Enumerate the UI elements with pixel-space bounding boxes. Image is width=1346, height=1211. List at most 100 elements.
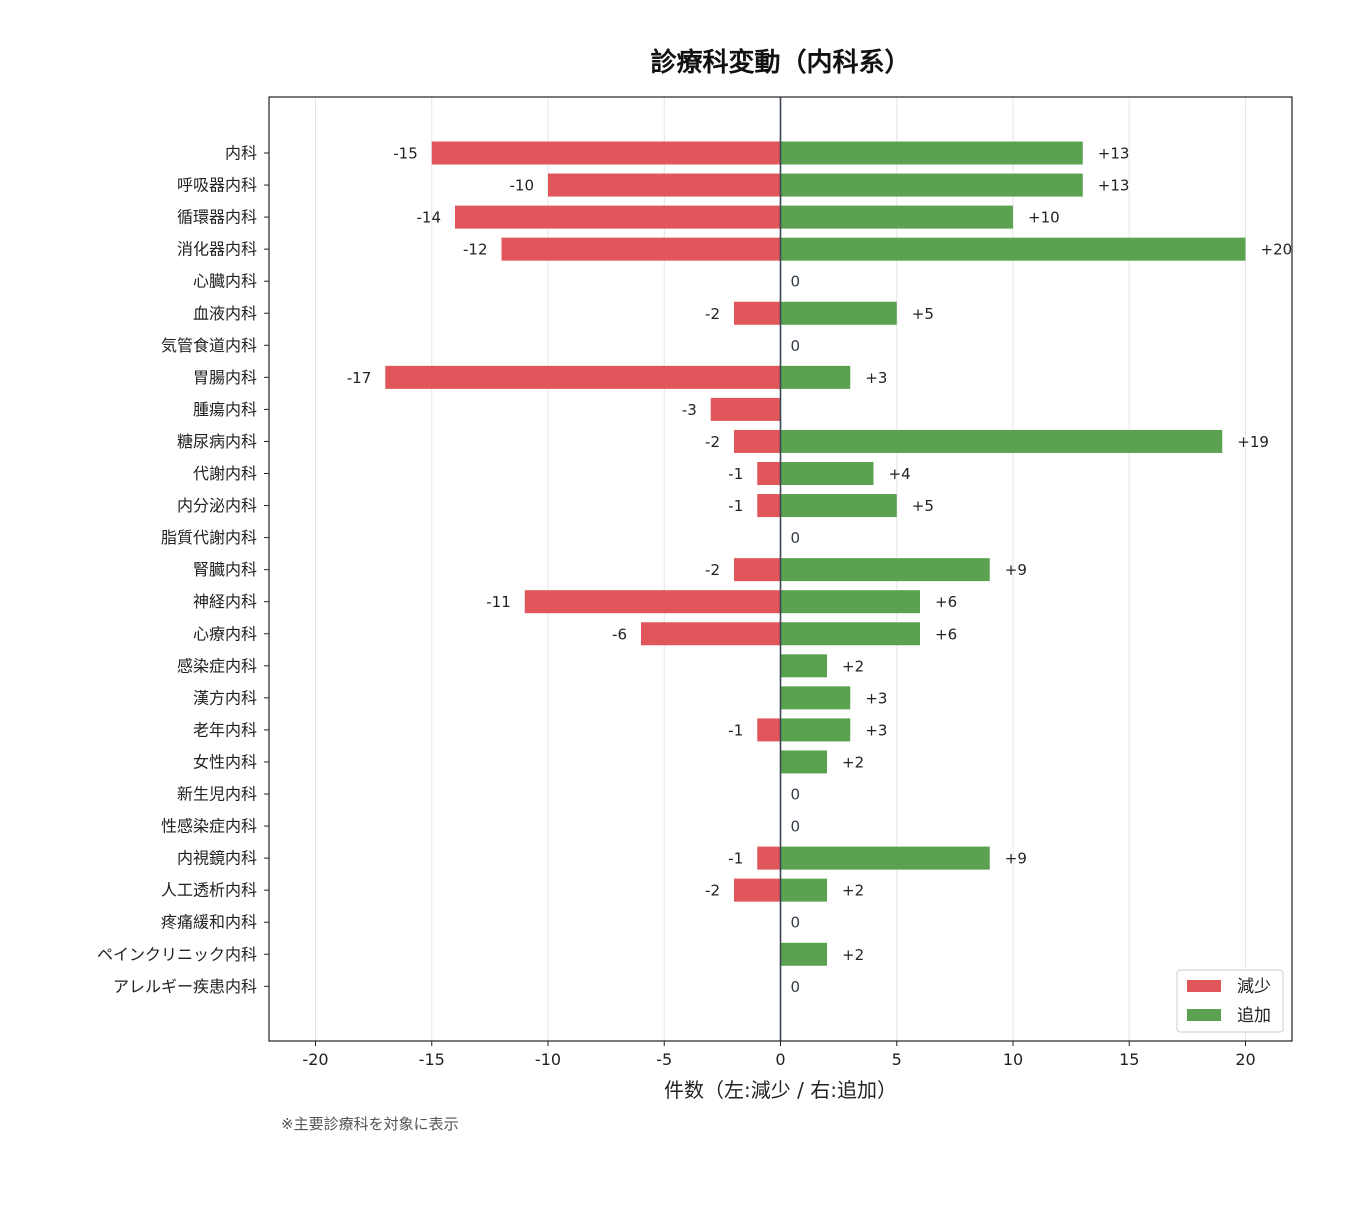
x-tick-label: 20	[1235, 1050, 1255, 1069]
bar-decrease	[734, 429, 781, 453]
category-label: 循環器内科	[177, 208, 257, 227]
value-label-increase: +3	[865, 369, 887, 387]
value-label-zero: 0	[791, 273, 801, 291]
bar-increase	[780, 846, 990, 870]
x-tick-label: -10	[535, 1050, 561, 1069]
value-label-decrease: -3	[682, 401, 697, 419]
value-label-increase: +9	[1005, 850, 1027, 868]
bar-decrease	[757, 494, 781, 518]
value-label-decrease: -17	[347, 369, 372, 387]
bar-increase	[780, 558, 990, 582]
bar-increase	[780, 494, 897, 518]
value-label-zero: 0	[791, 786, 801, 804]
value-label-zero: 0	[791, 818, 801, 836]
bar-decrease	[734, 301, 781, 325]
value-label-decrease: -2	[705, 561, 720, 579]
value-label-decrease: -2	[705, 882, 720, 900]
x-tick-label: 15	[1119, 1050, 1139, 1069]
value-label-decrease: -1	[728, 850, 743, 868]
footnote: ※主要診療科を対象に表示	[281, 1115, 459, 1133]
bar-decrease	[385, 365, 781, 389]
category-label: 消化器内科	[177, 240, 257, 259]
x-tick-label: 10	[1003, 1050, 1023, 1069]
category-label: 新生児内科	[177, 785, 257, 804]
value-label-increase: +2	[842, 882, 864, 900]
bar-increase	[780, 205, 1013, 229]
value-label-increase: +5	[912, 497, 934, 515]
value-label-decrease: -1	[728, 721, 743, 739]
value-label-decrease: -10	[510, 177, 535, 195]
bar-increase	[780, 237, 1246, 261]
category-label: 女性内科	[193, 752, 257, 771]
bar-increase	[780, 462, 874, 485]
bar-decrease	[734, 878, 781, 902]
category-label: 内視鏡内科	[177, 849, 257, 868]
category-label: 漢方内科	[193, 688, 257, 707]
bar-decrease	[757, 846, 781, 870]
category-label: 心臓内科	[193, 272, 257, 291]
value-label-zero: 0	[791, 914, 801, 932]
bar-decrease	[710, 397, 781, 421]
legend-swatch	[1187, 980, 1221, 992]
value-label-increase: +13	[1098, 177, 1130, 195]
bar-increase	[780, 718, 851, 742]
bar-increase	[780, 429, 1223, 453]
x-tick-label: -15	[419, 1050, 445, 1069]
bar-decrease	[641, 622, 781, 646]
legend-label: 追加	[1237, 1006, 1271, 1026]
bar-decrease	[757, 462, 781, 485]
value-label-zero: 0	[791, 529, 801, 547]
value-label-decrease: -6	[612, 625, 627, 643]
value-label-decrease: -2	[705, 433, 720, 451]
category-label: ペインクリニック内科	[97, 945, 257, 964]
value-label-increase: +3	[865, 721, 887, 739]
value-label-decrease: -1	[728, 497, 743, 515]
bar-decrease	[548, 173, 781, 197]
value-label-increase: +20	[1261, 241, 1293, 259]
value-label-increase: +5	[912, 305, 934, 323]
category-label: 呼吸器内科	[177, 176, 257, 195]
value-label-increase: +2	[842, 946, 864, 964]
value-label-decrease: -11	[486, 593, 511, 611]
category-label: アレルギー疾患内科	[113, 977, 257, 996]
legend-label: 減少	[1237, 977, 1271, 997]
category-label: 内分泌内科	[177, 496, 257, 515]
bar-increase	[780, 173, 1083, 197]
category-label: 腫瘍内科	[193, 400, 257, 419]
bar-decrease	[734, 558, 781, 582]
category-label: 胃腸内科	[193, 368, 257, 387]
category-label: 疼痛緩和内科	[161, 913, 257, 932]
bar-decrease	[501, 237, 781, 261]
bar-increase	[780, 750, 827, 774]
bar-decrease	[455, 205, 781, 229]
category-label: 神経内科	[193, 592, 257, 611]
value-label-increase: +10	[1028, 209, 1060, 227]
value-label-increase: +13	[1098, 145, 1130, 163]
category-label: 代謝内科	[193, 464, 257, 483]
bar-decrease	[524, 590, 781, 614]
category-label: 腎臓内科	[193, 560, 257, 579]
legend-swatch	[1187, 1009, 1221, 1021]
category-label: 感染症内科	[177, 656, 257, 675]
category-label: 糖尿病内科	[177, 432, 257, 451]
value-label-decrease: -15	[393, 145, 418, 163]
x-axis-label: 件数（左:減少 / 右:追加）	[664, 1078, 897, 1102]
category-label: 性感染症内科	[161, 817, 257, 836]
value-label-decrease: -1	[728, 465, 743, 483]
bar-increase	[780, 942, 827, 966]
value-label-decrease: -2	[705, 305, 720, 323]
bar-increase	[780, 878, 827, 902]
bar-increase	[780, 622, 920, 646]
value-label-increase: +2	[842, 657, 864, 675]
value-label-increase: +3	[865, 689, 887, 707]
value-label-increase: +6	[935, 625, 957, 643]
bar-increase	[780, 141, 1083, 165]
value-label-decrease: -12	[463, 241, 488, 259]
value-label-increase: +4	[889, 465, 911, 483]
value-label-increase: +6	[935, 593, 957, 611]
category-label: 気管食道内科	[161, 336, 257, 355]
bar-increase	[780, 301, 897, 325]
bar-increase	[780, 365, 851, 389]
